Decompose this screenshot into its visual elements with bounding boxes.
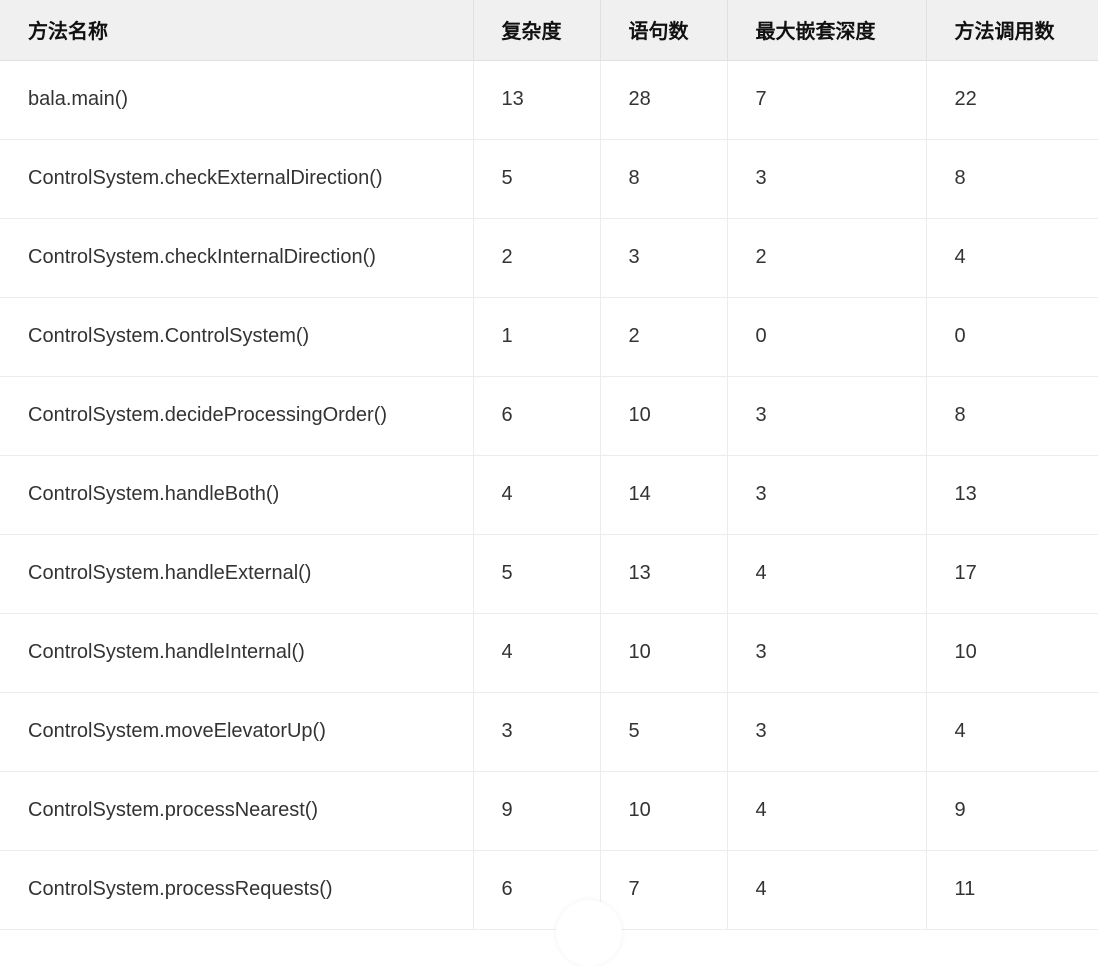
method-metrics-table: 方法名称 复杂度 语句数 最大嵌套深度 方法调用数 bala.main() 13 28 7 22… — [0, 0, 1098, 930]
table-row: ControlSystem.handleBoth() 4 14 3 13 — [0, 455, 1098, 535]
table-cell: bala.main() — [0, 60, 474, 140]
table-cell: ControlSystem.decideProcessingOrder() — [0, 376, 474, 456]
column-header: 方法调用数 — [926, 0, 1098, 61]
table-cell: 7 — [727, 60, 927, 140]
table-cell: ControlSystem.processNearest() — [0, 771, 474, 851]
table-row: ControlSystem.handleInternal() 4 10 3 10 — [0, 613, 1098, 693]
table-cell: 10 — [600, 376, 728, 456]
table-cell: 14 — [600, 455, 728, 535]
table-row: ControlSystem.ControlSystem() 1 2 0 0 — [0, 297, 1098, 377]
table-cell: 3 — [727, 455, 927, 535]
column-header: 方法名称 — [0, 0, 474, 61]
table-cell: 11 — [926, 850, 1098, 930]
table-row: ControlSystem.handleExternal() 5 13 4 17 — [0, 534, 1098, 614]
table-cell: ControlSystem.checkInternalDirection() — [0, 218, 474, 298]
table-cell: 4 — [727, 771, 927, 851]
table-header-row: 方法名称 复杂度 语句数 最大嵌套深度 方法调用数 — [0, 0, 1098, 61]
table-cell: 3 — [600, 218, 728, 298]
table-cell: 8 — [926, 376, 1098, 456]
table-cell: 3 — [473, 692, 601, 772]
table-cell: 8 — [926, 139, 1098, 219]
table-cell: 4 — [727, 534, 927, 614]
table-cell: ControlSystem.moveElevatorUp() — [0, 692, 474, 772]
table-cell: 4 — [473, 455, 601, 535]
table-cell: 5 — [473, 139, 601, 219]
table-cell: 10 — [926, 613, 1098, 693]
table-cell: 4 — [926, 692, 1098, 772]
table-cell: 3 — [727, 139, 927, 219]
table-cell: 13 — [473, 60, 601, 140]
table-cell: ControlSystem.checkExternalDirection() — [0, 139, 474, 219]
table-row: ControlSystem.checkExternalDirection() 5 8… — [0, 139, 1098, 219]
table-row: ControlSystem.processNearest() 9 10 4 9 — [0, 771, 1098, 851]
table-row: ControlSystem.decideProcessingOrder() 6 10… — [0, 376, 1098, 456]
table-row: bala.main() 13 28 7 22 — [0, 60, 1098, 140]
table-cell: 0 — [727, 297, 927, 377]
scroll-to-bottom-button[interactable] — [556, 900, 622, 966]
table-cell: 1 — [473, 297, 601, 377]
table-cell: ControlSystem.ControlSystem() — [0, 297, 474, 377]
table-cell: 0 — [926, 297, 1098, 377]
table-cell: 17 — [926, 534, 1098, 614]
table-cell: 9 — [926, 771, 1098, 851]
table-cell: 22 — [926, 60, 1098, 140]
column-header: 复杂度 — [473, 0, 601, 61]
table-cell: 6 — [473, 376, 601, 456]
table-cell: 8 — [600, 139, 728, 219]
table-cell: 4 — [473, 613, 601, 693]
table-cell: 28 — [600, 60, 728, 140]
table-cell: ControlSystem.handleExternal() — [0, 534, 474, 614]
table-cell: 2 — [727, 218, 927, 298]
table-row: ControlSystem.processRequests() 6 7 4 11 — [0, 850, 1098, 930]
table-cell: 10 — [600, 771, 728, 851]
table-cell: ControlSystem.handleBoth() — [0, 455, 474, 535]
table-cell: 5 — [600, 692, 728, 772]
table-cell: 3 — [727, 376, 927, 456]
table-cell: 4 — [727, 850, 927, 930]
table-cell: 7 — [600, 850, 728, 930]
table-cell: 2 — [600, 297, 728, 377]
table-cell: ControlSystem.handleInternal() — [0, 613, 474, 693]
column-header: 最大嵌套深度 — [727, 0, 927, 61]
table-cell: 10 — [600, 613, 728, 693]
table-cell: 4 — [926, 218, 1098, 298]
column-header: 语句数 — [600, 0, 728, 61]
table-cell: 9 — [473, 771, 601, 851]
table-cell: ControlSystem.processRequests() — [0, 850, 474, 930]
table-cell: 2 — [473, 218, 601, 298]
table-cell: 13 — [926, 455, 1098, 535]
table-row: ControlSystem.moveElevatorUp() 3 5 3 4 — [0, 692, 1098, 772]
table-cell: 5 — [473, 534, 601, 614]
table-cell: 3 — [727, 613, 927, 693]
table-cell: 13 — [600, 534, 728, 614]
table-row: ControlSystem.checkInternalDirection() 2 3… — [0, 218, 1098, 298]
table-cell: 3 — [727, 692, 927, 772]
